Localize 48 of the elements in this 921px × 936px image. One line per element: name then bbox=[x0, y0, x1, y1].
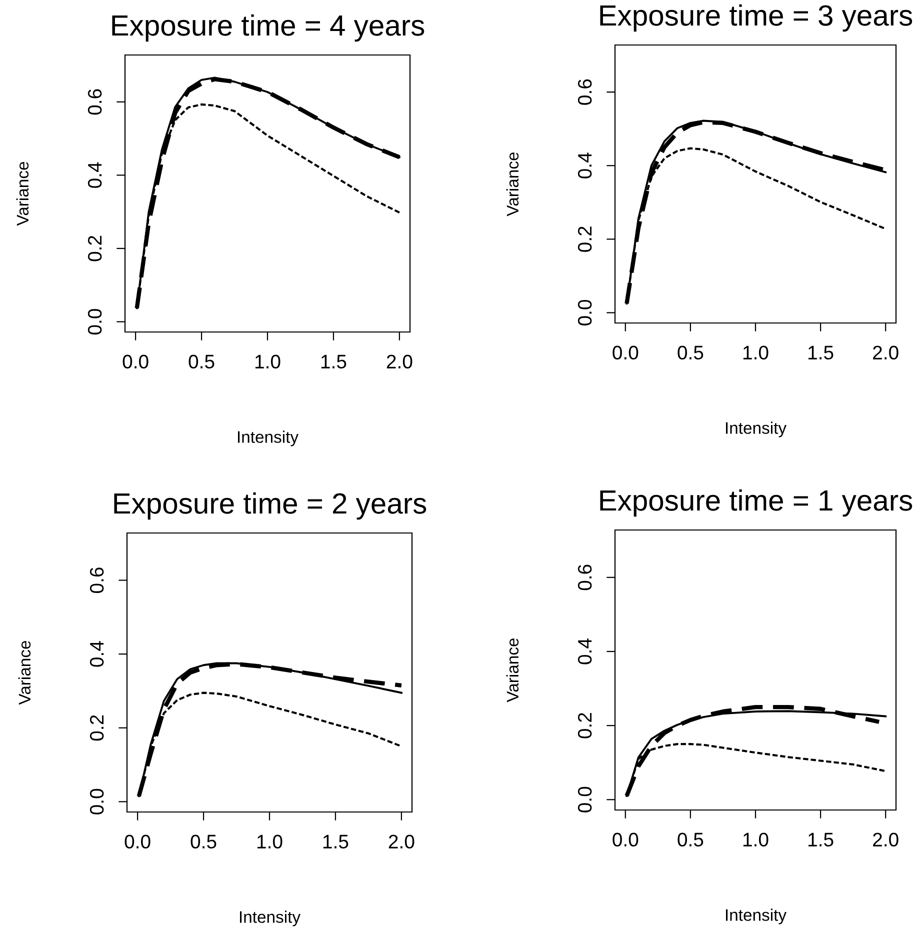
chart-title: Exposure time = 2 years bbox=[114, 492, 426, 520]
y-tick-label: 0.0 bbox=[578, 786, 592, 812]
x-tick-label: 2.0 bbox=[388, 834, 414, 849]
x-tick-label: 1.5 bbox=[321, 354, 346, 369]
y-tick-label: 0.0 bbox=[88, 308, 102, 334]
y-tick-label: 0.0 bbox=[578, 300, 592, 326]
x-tick-label: 2.0 bbox=[873, 346, 898, 360]
x-tick-label: 0.0 bbox=[124, 834, 150, 849]
x-tick-label: 1.0 bbox=[255, 354, 280, 369]
y-tick-label: 0.6 bbox=[90, 568, 104, 593]
x-axis-title: Intensity bbox=[726, 422, 787, 438]
x-tick-label: 0.5 bbox=[678, 346, 704, 360]
x-axis-title: Intensity bbox=[238, 430, 299, 446]
y-tick-label: 0.2 bbox=[578, 713, 592, 738]
x-tick-label: 1.0 bbox=[743, 832, 768, 847]
y-tick-label: 0.6 bbox=[578, 564, 592, 590]
x-tick-label: 0.5 bbox=[188, 354, 214, 369]
x-tick-label: 0.5 bbox=[190, 834, 216, 849]
chart-title: Exposure time = 4 years bbox=[112, 14, 424, 42]
y-tick-label: 0.4 bbox=[88, 162, 102, 188]
x-tick-label: 1.5 bbox=[323, 834, 348, 849]
x-tick-label: 0.0 bbox=[612, 832, 638, 847]
y-axis-title: Variance bbox=[18, 640, 31, 705]
x-tick-label: 1.0 bbox=[257, 834, 282, 849]
x-axis-title: Intensity bbox=[240, 910, 301, 926]
y-tick-label: 0.4 bbox=[578, 152, 592, 178]
y-tick-label: 0.2 bbox=[88, 236, 102, 262]
x-tick-label: 1.5 bbox=[808, 346, 834, 360]
y-tick-label: 0.0 bbox=[90, 788, 104, 814]
x-axis-title: Intensity bbox=[726, 908, 787, 924]
chart-title: Exposure time = 3 years bbox=[600, 4, 912, 32]
chart-title: Exposure time = 1 years bbox=[600, 489, 912, 517]
x-tick-label: 1.0 bbox=[743, 346, 768, 360]
x-tick-label: 2.0 bbox=[873, 832, 898, 847]
y-tick-label: 0.6 bbox=[578, 79, 592, 105]
y-tick-label: 0.2 bbox=[90, 715, 104, 741]
y-tick-label: 0.4 bbox=[90, 641, 104, 667]
y-axis-title: Variance bbox=[16, 162, 29, 226]
y-tick-label: 0.6 bbox=[88, 89, 102, 115]
y-axis-title: Variance bbox=[506, 152, 519, 216]
y-tick-label: 0.2 bbox=[578, 226, 592, 252]
y-axis-title: Variance bbox=[506, 638, 519, 702]
x-tick-label: 1.5 bbox=[808, 832, 834, 847]
x-tick-label: 0.0 bbox=[122, 354, 148, 369]
y-tick-label: 0.4 bbox=[578, 638, 592, 664]
x-tick-label: 0.0 bbox=[612, 346, 638, 360]
x-tick-label: 2.0 bbox=[386, 354, 412, 369]
x-tick-label: 0.5 bbox=[678, 832, 704, 847]
